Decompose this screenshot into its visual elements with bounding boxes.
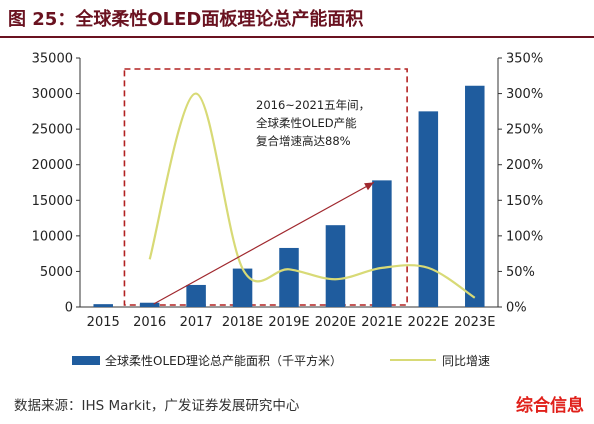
bar	[279, 247, 299, 307]
legend-line-label: 同比增速	[441, 353, 490, 368]
bar	[139, 302, 160, 307]
growth-line	[148, 92, 476, 299]
y-left-tick-label: 30000	[32, 87, 73, 102]
bar	[93, 304, 113, 307]
source-note: 数据来源：IHS Markit，广发证券发展研究中心	[14, 398, 300, 414]
y-right-tick-label: 50%	[506, 265, 535, 280]
y-right-tick-label: 200%	[506, 158, 543, 173]
x-tick-label: 2021E	[361, 315, 402, 330]
trend-arrow	[153, 181, 375, 305]
y-left-tick-label: 10000	[32, 229, 73, 244]
bar	[418, 111, 439, 307]
y-right-tick-label: 350%	[506, 52, 543, 67]
legend-bar-swatch	[72, 355, 100, 365]
chart: 0 5000 10000 15000 20000 25000 30000 35000 0% 50%…	[32, 52, 544, 331]
x-tick-label: 2022E	[408, 315, 449, 330]
bar	[186, 284, 206, 307]
annotation-text: 全球柔性OLED产能	[256, 116, 357, 130]
bar	[232, 268, 253, 307]
bar	[325, 225, 346, 307]
figure-header: 图 25：全球柔性OLED面板理论总产能面积	[0, 0, 594, 38]
x-tick-label: 2020E	[315, 315, 356, 330]
y-left-tick-label: 25000	[32, 123, 73, 138]
x-tick-label: 2016	[133, 315, 166, 330]
y-left-tick-label: 35000	[32, 52, 73, 67]
y-left-tick-label: 20000	[32, 158, 73, 173]
legend-bar-label: 全球柔性OLED理论总产能面积（千平方米）	[105, 353, 342, 368]
figure-title: 图 25：全球柔性OLED面板理论总产能面积	[8, 9, 364, 30]
trend-arrow-head	[364, 182, 374, 191]
x-tick-label: 2017	[180, 315, 213, 330]
x-tick-label: 2019E	[268, 315, 309, 330]
y-right-tick-label: 250%	[506, 123, 543, 138]
y-left-tick-label: 5000	[40, 265, 73, 280]
annotation-text: 2016~2021五年间，	[256, 98, 370, 112]
x-tick-label: 2023E	[454, 315, 495, 330]
y-right-tick-label: 150%	[506, 194, 543, 209]
x-tick-label: 2015	[87, 315, 120, 330]
plot-area: 0 5000 10000 15000 20000 25000 30000 35000 0% 50%…	[32, 52, 544, 331]
y-right-tick-label: 0%	[506, 301, 527, 316]
bar	[465, 85, 485, 307]
annotation-text: 复合增速高达88%	[256, 134, 351, 148]
y-left-tick-label: 0	[65, 301, 73, 316]
bar	[372, 180, 392, 307]
watermark: 综合信息	[516, 396, 584, 416]
y-right-tick-label: 300%	[506, 87, 543, 102]
legend-line-swatch	[389, 359, 436, 361]
x-tick-label: 2018E	[222, 315, 263, 330]
y-left-tick-label: 15000	[32, 194, 73, 209]
annotation-box	[123, 68, 408, 306]
y-right-tick-label: 100%	[506, 229, 543, 244]
legend: 全球柔性OLED理论总产能面积（千平方米） 同比增速	[72, 351, 490, 369]
